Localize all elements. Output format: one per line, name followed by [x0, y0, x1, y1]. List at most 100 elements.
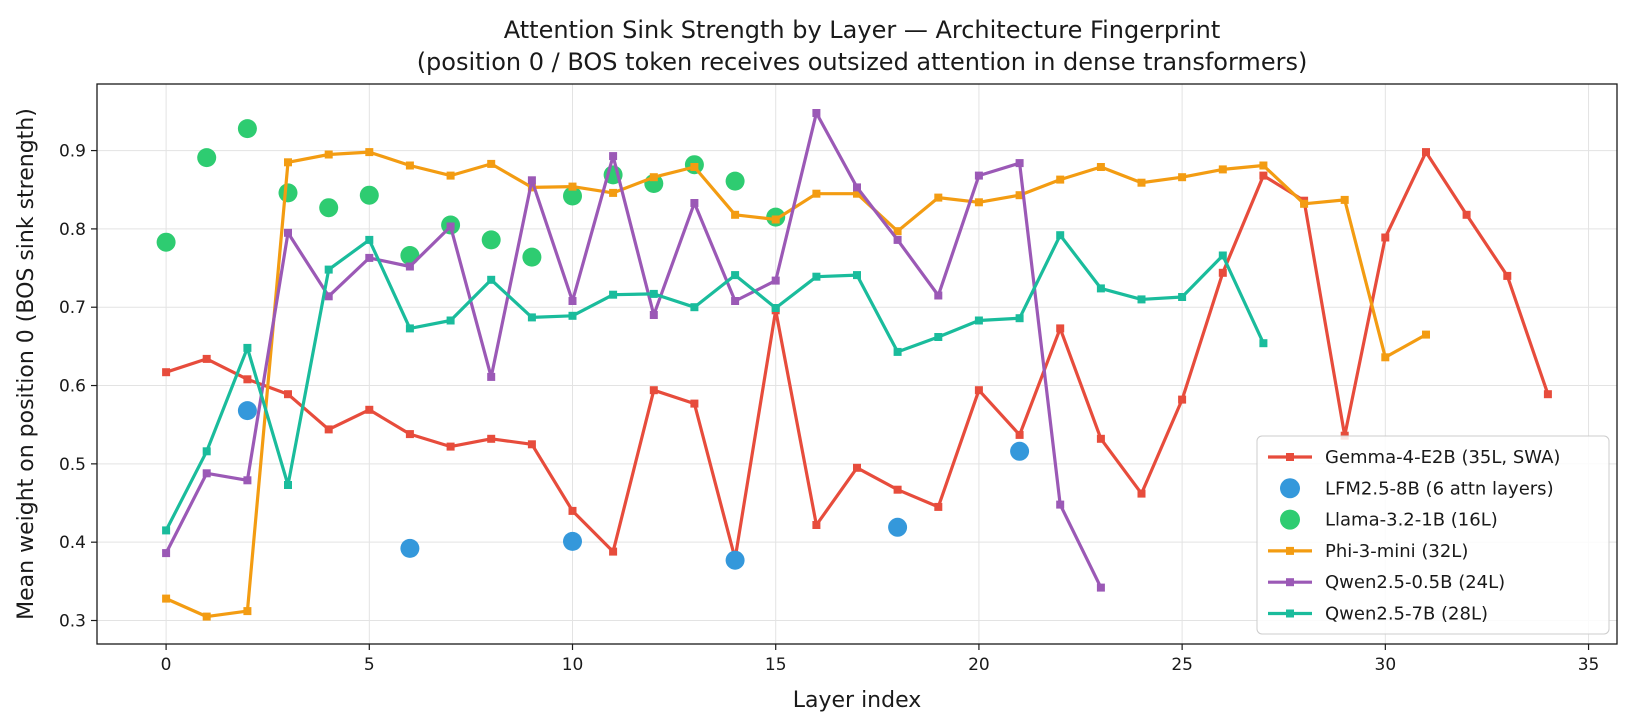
- legend-label: Gemma-4-E2B (35L, SWA): [1325, 447, 1560, 468]
- data-point: [690, 199, 699, 207]
- data-point: [1462, 210, 1471, 219]
- data-point: [1015, 430, 1024, 439]
- chart-title: Attention Sink Strength by Layer — Archi…: [504, 16, 1220, 44]
- data-point: [893, 227, 902, 236]
- data-point: [1015, 191, 1024, 200]
- data-point: [1015, 159, 1024, 168]
- data-point: [1056, 500, 1065, 509]
- data-point: [1381, 233, 1390, 242]
- series-line: [165, 150, 1427, 619]
- data-point: [243, 343, 252, 352]
- data-point: [812, 272, 821, 281]
- data-point: [731, 271, 740, 280]
- data-point: [365, 235, 374, 244]
- plot-frame: [96, 83, 1618, 645]
- data-point: [527, 440, 536, 449]
- data-point: [1056, 175, 1065, 184]
- data-point: [1422, 330, 1430, 339]
- data-point: [365, 405, 374, 414]
- data-point: [771, 215, 780, 224]
- x-tick-label: 25: [1171, 655, 1193, 675]
- data-point: [609, 290, 618, 299]
- y-tick-label: 0.3: [59, 612, 86, 632]
- data-point: [1178, 293, 1187, 301]
- data-point: [1056, 324, 1065, 333]
- series-gemma-4-e2b-35l-swa: [162, 148, 1552, 563]
- y-axis-label: Mean weight on position 0 (BOS sink stre…: [14, 108, 39, 620]
- y-tick-label: 0.5: [59, 455, 86, 475]
- legend-label: Phi-3-mini (32L): [1325, 541, 1468, 562]
- data-point: [1096, 434, 1105, 443]
- data-point: [319, 198, 339, 218]
- data-point: [1340, 195, 1349, 204]
- data-point: [649, 173, 658, 182]
- data-point: [1503, 271, 1512, 280]
- x-tick-label: 5: [364, 655, 375, 675]
- data-point: [1056, 231, 1065, 240]
- y-tick-label: 0.7: [59, 298, 86, 318]
- data-point: [202, 354, 211, 363]
- data-point: [278, 183, 298, 203]
- legend-swatch: [1280, 478, 1300, 499]
- data-point: [974, 171, 983, 180]
- data-point: [202, 612, 211, 621]
- data-point: [1543, 390, 1552, 399]
- legend-entry: LFM2.5-8B (6 attn layers): [1280, 478, 1554, 499]
- data-point: [162, 526, 171, 535]
- data-point: [1381, 353, 1390, 362]
- legend-box: [1256, 435, 1610, 635]
- legend-marker: [1286, 609, 1294, 618]
- data-point: [893, 235, 902, 244]
- data-point: [162, 549, 171, 558]
- data-point: [324, 425, 333, 434]
- data-point: [1218, 165, 1227, 174]
- data-point: [649, 386, 658, 395]
- legend-label: Qwen2.5-7B (28L): [1325, 604, 1488, 625]
- x-axis-label: Layer index: [793, 688, 922, 713]
- data-point: [690, 399, 699, 408]
- legend-entry: Qwen2.5-0.5B (24L): [1268, 572, 1505, 593]
- data-point: [162, 594, 171, 603]
- data-point: [609, 547, 618, 556]
- data-point: [446, 171, 455, 180]
- y-tick-label: 0.9: [59, 142, 86, 162]
- data-point: [487, 434, 496, 443]
- x-tick-label: 10: [562, 655, 584, 675]
- data-point: [853, 189, 861, 198]
- legend-entry: Llama-3.2-1B (16L): [1280, 509, 1498, 531]
- series-phi-3-mini-32l: [162, 148, 1430, 621]
- data-point: [568, 506, 577, 515]
- data-point: [563, 186, 582, 206]
- y-tick-label: 0.8: [59, 220, 86, 240]
- data-point: [446, 316, 455, 325]
- data-point: [1137, 178, 1146, 187]
- data-point: [197, 148, 217, 168]
- data-point: [1259, 161, 1268, 170]
- plot-series: [156, 109, 1552, 621]
- data-point: [324, 150, 333, 159]
- data-point: [974, 386, 983, 395]
- data-point: [888, 517, 908, 537]
- legend-marker: [1286, 578, 1294, 587]
- data-point: [405, 262, 414, 271]
- data-point: [446, 442, 455, 451]
- legend-label: Qwen2.5-0.5B (24L): [1325, 572, 1505, 593]
- data-point: [893, 347, 902, 356]
- data-point: [1096, 163, 1105, 171]
- data-point: [405, 161, 414, 170]
- data-point: [365, 148, 374, 157]
- data-point: [609, 152, 618, 161]
- data-point: [284, 158, 292, 167]
- data-point: [1096, 284, 1105, 293]
- legend-entry: Gemma-4-E2B (35L, SWA): [1268, 447, 1560, 468]
- data-point: [609, 188, 618, 197]
- data-point: [365, 253, 374, 262]
- legend: Gemma-4-E2B (35L, SWA) LFM2.5-8B (6 attn …: [1256, 435, 1610, 635]
- series-qwen2-5-0-5b-24l: [162, 109, 1105, 592]
- x-tick-label: 15: [765, 655, 787, 675]
- data-point: [284, 481, 292, 489]
- data-point: [974, 198, 983, 207]
- data-point: [487, 275, 496, 284]
- data-point: [481, 230, 501, 250]
